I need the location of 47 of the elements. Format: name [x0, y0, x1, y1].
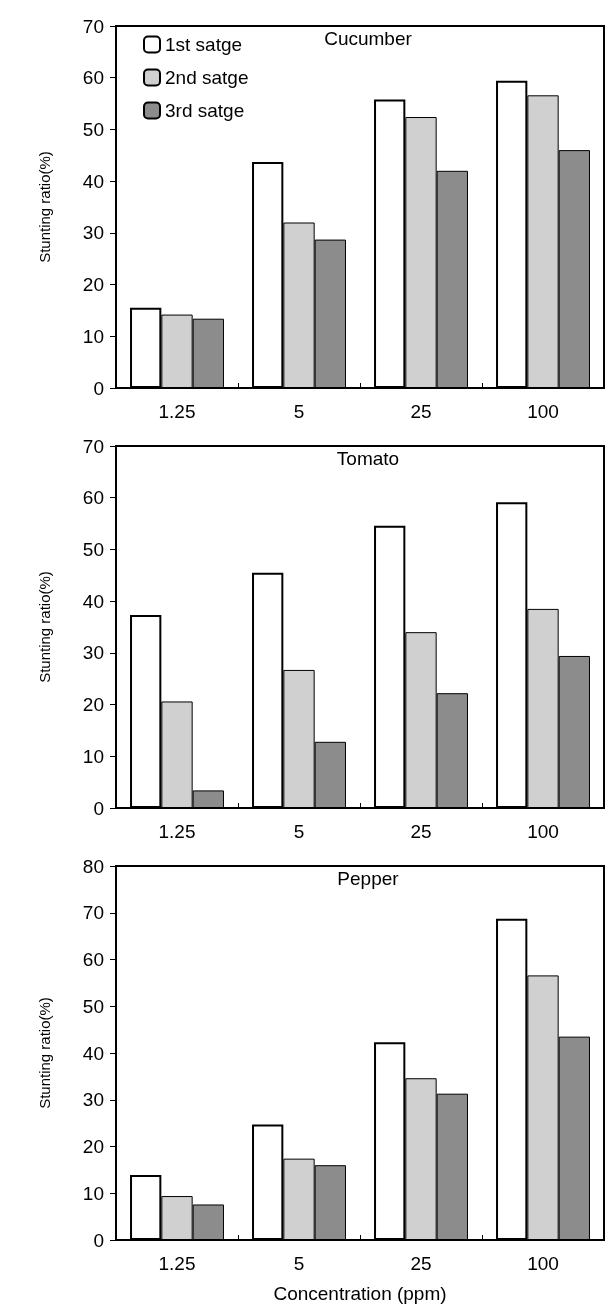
y-tick-label: 60 — [82, 487, 104, 509]
y-tick-label: 20 — [82, 1136, 104, 1157]
x-tick-label: 100 — [527, 401, 559, 422]
y-tick-label: 60 — [82, 67, 104, 89]
y-axis-title: Stunting ratio(%) — [36, 151, 53, 263]
y-tick-label: 70 — [82, 902, 104, 924]
x-tick-label: 25 — [410, 821, 432, 842]
x-tick-label: 5 — [293, 401, 305, 422]
y-tick-label: 10 — [82, 745, 104, 767]
y-tick-label: 10 — [82, 325, 104, 347]
y-tick-label: 80 — [82, 855, 104, 877]
x-tick-label: 1.25 — [158, 401, 196, 422]
legend-label: 1st satge — [165, 34, 243, 55]
y-tick-label: 0 — [93, 1229, 104, 1251]
y-tick-label: 50 — [82, 995, 104, 1017]
x-tick-label: 5 — [293, 821, 305, 842]
y-tick-label: 70 — [82, 435, 104, 457]
y-tick-label: 20 — [82, 274, 104, 296]
x-tick-label: 1.25 — [158, 1253, 196, 1274]
y-tick-label: 0 — [93, 377, 104, 399]
legend-label: 2nd satge — [165, 67, 249, 88]
x-tick-label: 100 — [527, 1253, 559, 1274]
y-axis-title: Stunting ratio(%) — [36, 571, 53, 683]
legend-label: 3rd satge — [165, 100, 245, 121]
x-tick-label: 100 — [527, 821, 559, 842]
y-axis-title: Stunting ratio(%) — [36, 997, 53, 1109]
y-tick-label: 40 — [82, 1042, 104, 1064]
chart-title: Tomato — [336, 448, 400, 469]
y-tick-label: 40 — [82, 590, 104, 612]
y-tick-label: 20 — [82, 694, 104, 716]
y-tick-label: 10 — [82, 1182, 104, 1204]
x-axis-title: Concentration (ppm) — [273, 1283, 447, 1304]
y-tick-label: 40 — [82, 170, 104, 192]
y-tick-label: 30 — [82, 1089, 104, 1111]
y-tick-label: 0 — [93, 797, 104, 819]
chart-title: Cucumber — [324, 28, 413, 49]
x-tick-label: 5 — [293, 1253, 305, 1274]
y-tick-label: 60 — [82, 949, 104, 970]
chart-title: Pepper — [337, 868, 400, 889]
x-tick-label: 25 — [410, 401, 432, 422]
y-tick-label: 30 — [82, 642, 104, 664]
x-tick-label: 25 — [410, 1253, 432, 1274]
y-tick-label: 50 — [82, 118, 104, 140]
y-tick-label: 50 — [82, 538, 104, 560]
x-tick-label: 1.25 — [158, 821, 196, 842]
y-tick-label: 30 — [82, 222, 104, 244]
y-tick-label: 70 — [82, 15, 104, 37]
